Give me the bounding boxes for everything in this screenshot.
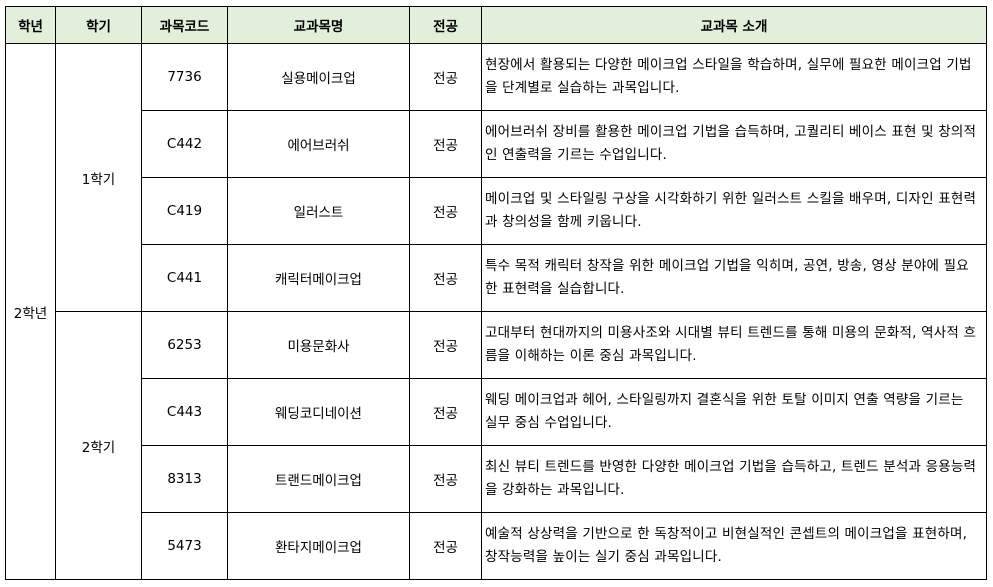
course-description: 현장에서 활용되는 다양한 메이크업 스타일을 학습하며, 실무에 필요한 메이… bbox=[481, 43, 987, 111]
header-name: 교과목명 bbox=[227, 6, 410, 44]
course-name: 일러스트 bbox=[227, 177, 410, 245]
course-code: C443 bbox=[141, 378, 228, 446]
semester-cell: 1학기 bbox=[55, 43, 142, 312]
course-code: 5473 bbox=[141, 512, 228, 580]
header-code: 과목코드 bbox=[141, 6, 228, 44]
course-description: 최신 뷰티 트렌드를 반영한 다양한 메이크업 기법을 습득하고, 트렌드 분석… bbox=[481, 445, 987, 513]
course-code: C442 bbox=[141, 110, 228, 178]
course-name: 실용메이크업 bbox=[227, 43, 410, 111]
course-description: 고대부터 현대까지의 미용사조와 시대별 뷰티 트렌드를 통해 미용의 문화적,… bbox=[481, 311, 987, 379]
course-description: 예술적 상상력을 기반으로 한 독창적이고 비현실적인 콘셉트의 메이크업을 표… bbox=[481, 512, 987, 580]
curriculum-table: 학년 학기 과목코드 교과목명 전공 교과목 소개 2학년 1학기 7736 실용메이… bbox=[5, 6, 987, 580]
course-code: C441 bbox=[141, 244, 228, 312]
year-cell: 2학년 bbox=[5, 43, 56, 580]
course-name: 미용문화사 bbox=[227, 311, 410, 379]
course-name: 웨딩코디네이션 bbox=[227, 378, 410, 446]
course-description: 에어브러쉬 장비를 활용한 메이크업 기법을 습득하며, 고퀄리티 베이스 표현… bbox=[481, 110, 987, 178]
course-name: 트랜드메이크업 bbox=[227, 445, 410, 513]
header-semester: 학기 bbox=[55, 6, 142, 44]
course-description: 특수 목적 캐릭터 창작을 위한 메이크업 기법을 익히며, 공연, 방송, 영… bbox=[481, 244, 987, 312]
course-code: 8313 bbox=[141, 445, 228, 513]
semester-cell: 2학기 bbox=[55, 311, 142, 580]
table-row: C419 일러스트 전공 메이크업 및 스타일링 구상을 시각화하기 위한 일러스트 … bbox=[6, 177, 987, 245]
header-major: 전공 bbox=[409, 6, 482, 44]
course-name: 환타지메이크업 bbox=[227, 512, 410, 580]
table-row: 2학기 6253 미용문화사 전공 고대부터 현대까지의 미용사조와 시대별 뷰티 트렌… bbox=[6, 311, 987, 580]
table-row: C442 에어브러쉬 전공 에어브러쉬 장비를 활용한 메이크업 기법을 습득하며, … bbox=[6, 110, 987, 178]
course-code: 7736 bbox=[141, 43, 228, 111]
course-type: 전공 bbox=[409, 110, 482, 178]
course-type: 전공 bbox=[409, 311, 482, 379]
table-row: 2학년 1학기 7736 실용메이크업 전공 현장에서 활용되는 다양한 메이크업 스타일… bbox=[5, 43, 987, 580]
course-code: 6253 bbox=[141, 311, 228, 379]
course-code: C419 bbox=[141, 177, 228, 245]
header-description: 교과목 소개 bbox=[481, 6, 987, 44]
header-year: 학년 bbox=[5, 6, 56, 44]
course-description: 웨딩 메이크업과 헤어, 스타일링까지 결혼식을 위한 토탈 이미지 연출 역량… bbox=[481, 378, 987, 446]
course-type: 전공 bbox=[409, 177, 482, 245]
course-name: 에어브러쉬 bbox=[227, 110, 410, 178]
course-type: 전공 bbox=[409, 244, 482, 312]
header-row: 학년 학기 과목코드 교과목명 전공 교과목 소개 bbox=[5, 6, 987, 44]
table-row: C441 캐릭터메이크업 전공 특수 목적 캐릭터 창작을 위한 메이크업 기법을 익… bbox=[6, 244, 987, 312]
course-description: 메이크업 및 스타일링 구상을 시각화하기 위한 일러스트 스킬을 배우며, 디… bbox=[481, 177, 987, 245]
table-row: 5473 환타지메이크업 전공 예술적 상상력을 기반으로 한 독창적이고 비현실적인… bbox=[6, 512, 987, 580]
course-type: 전공 bbox=[409, 43, 482, 111]
table-row: 8313 트랜드메이크업 전공 최신 뷰티 트렌드를 반영한 다양한 메이크업 기법을… bbox=[6, 445, 987, 513]
course-name: 캐릭터메이크업 bbox=[227, 244, 410, 312]
table-row: C443 웨딩코디네이션 전공 웨딩 메이크업과 헤어, 스타일링까지 결혼식을 위한… bbox=[6, 378, 987, 446]
course-type: 전공 bbox=[409, 445, 482, 513]
course-type: 전공 bbox=[409, 378, 482, 446]
course-type: 전공 bbox=[409, 512, 482, 580]
